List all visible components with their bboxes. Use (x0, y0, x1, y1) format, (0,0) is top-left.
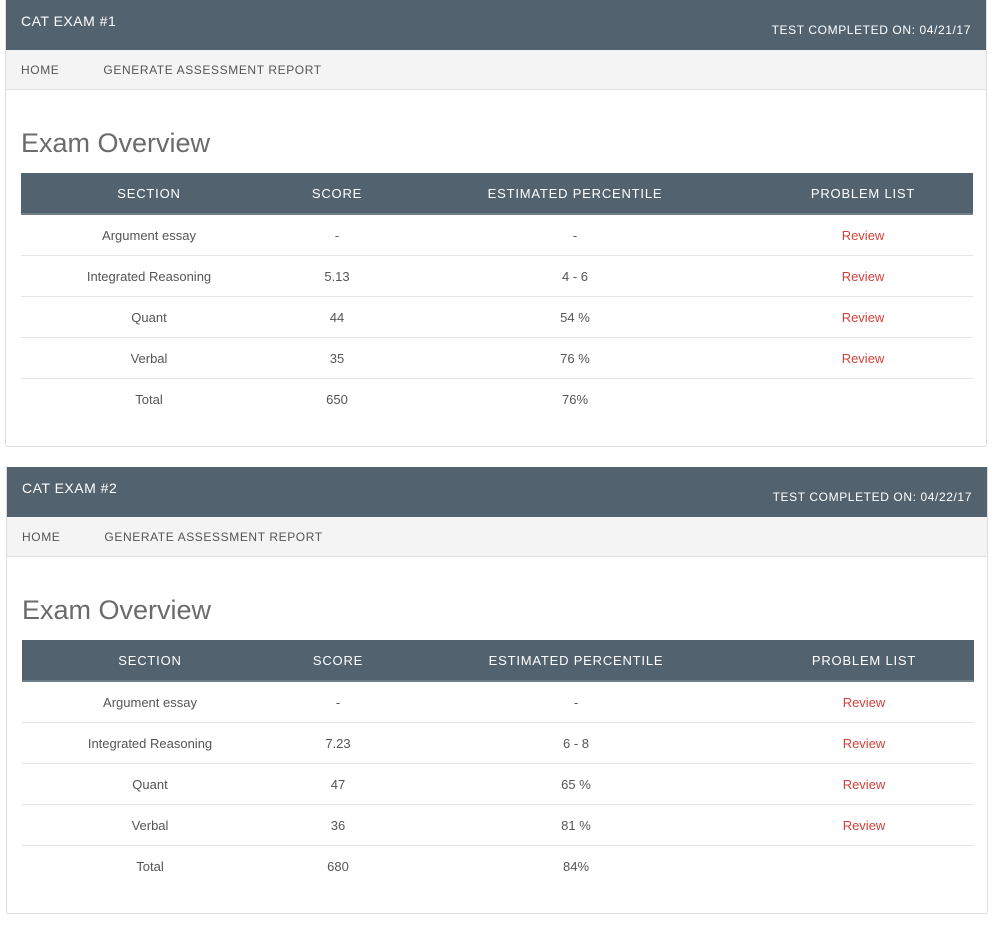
score-cell: 35 (277, 337, 397, 379)
table-row: Verbal 35 76 % Review (21, 337, 973, 379)
table-row: Quant 47 65 % Review (22, 763, 974, 805)
page-title: Exam Overview (22, 595, 212, 625)
page-title: Exam Overview (21, 128, 211, 158)
score-cell: 47 (278, 763, 398, 805)
section-cell: Verbal (21, 337, 277, 379)
table-row: Verbal 36 81 % Review (22, 804, 974, 846)
problem-list-cell: Review (753, 337, 973, 379)
table-row: Quant 44 54 % Review (21, 296, 973, 338)
exam-title: CAT EXAM #2 (22, 480, 118, 496)
percentile-cell: 81 % (398, 804, 754, 846)
score-cell: - (278, 681, 398, 723)
column-header-problem-list: PROBLEM LIST (754, 640, 974, 682)
section-cell: Quant (21, 296, 277, 338)
problem-list-cell (754, 846, 974, 887)
column-header-percentile: ESTIMATED PERCENTILE (398, 640, 754, 682)
section-cell: Integrated Reasoning (22, 722, 278, 764)
table-row: Total 680 84% (22, 846, 974, 887)
percentile-cell: 84% (562, 858, 590, 874)
exam-card: CAT EXAM #1 TEST COMPLETED ON: 04/21/17 … (5, 0, 987, 447)
problem-list-cell: Review (754, 681, 974, 723)
nav-home[interactable]: HOME (22, 529, 61, 544)
score-cell: - (277, 214, 397, 256)
section-cell: Quant (22, 763, 278, 805)
score-cell: 5.13 (277, 255, 397, 297)
table-row: Integrated Reasoning 5.13 4 - 6 Review (21, 255, 973, 297)
column-header-section: SECTION (21, 173, 277, 215)
review-link[interactable]: Review (842, 776, 886, 792)
column-header-percentile: ESTIMATED PERCENTILE (397, 173, 753, 215)
overview-table: SECTION SCORE ESTIMATED PERCENTILE PROBL… (21, 173, 973, 419)
review-link[interactable]: Review (841, 268, 885, 284)
table-row: Integrated Reasoning 7.23 6 - 8 Review (22, 722, 974, 764)
overview-table: SECTION SCORE ESTIMATED PERCENTILE PROBL… (22, 640, 974, 886)
review-link[interactable]: Review (841, 309, 885, 325)
section-cell: Total (135, 391, 163, 407)
percentile-cell: 76 % (397, 337, 753, 379)
section-cell: Argument essay (22, 681, 278, 723)
section-cell: Total (136, 858, 164, 874)
score-cell: 36 (278, 804, 398, 846)
problem-list-cell: Review (753, 214, 973, 256)
percentile-cell: - (398, 681, 754, 723)
exam-title: CAT EXAM #1 (21, 13, 117, 29)
percentile-cell: 6 - 8 (398, 722, 754, 764)
review-link[interactable]: Review (842, 817, 886, 833)
score-cell: 680 (327, 858, 349, 874)
column-header-score: SCORE (278, 640, 398, 682)
nav-home[interactable]: HOME (21, 62, 60, 77)
table-row: Argument essay - - Review (21, 214, 973, 256)
problem-list-cell: Review (754, 722, 974, 764)
section-cell: Argument essay (21, 214, 277, 256)
nav-generate-report[interactable]: GENERATE ASSESSMENT REPORT (104, 529, 323, 544)
percentile-cell: 65 % (398, 763, 754, 805)
review-link[interactable]: Review (841, 350, 885, 366)
review-link[interactable]: Review (842, 694, 886, 710)
table-row: Total 650 76% (21, 379, 973, 420)
section-cell: Verbal (22, 804, 278, 846)
exam-nav: HOME GENERATE ASSESSMENT REPORT (6, 50, 986, 90)
review-link[interactable]: Review (842, 735, 886, 751)
completion-date: TEST COMPLETED ON: 04/22/17 (772, 490, 972, 504)
table-row: Argument essay - - Review (22, 681, 974, 723)
percentile-cell: 76% (561, 391, 589, 407)
review-link[interactable]: Review (841, 227, 885, 243)
section-cell: Integrated Reasoning (21, 255, 277, 297)
percentile-cell: 54 % (397, 296, 753, 338)
percentile-cell: - (397, 214, 753, 256)
column-header-score: SCORE (277, 173, 397, 215)
nav-generate-report[interactable]: GENERATE ASSESSMENT REPORT (103, 62, 322, 77)
completion-date: TEST COMPLETED ON: 04/21/17 (771, 23, 971, 37)
score-cell: 650 (326, 391, 348, 407)
column-header-problem-list: PROBLEM LIST (753, 173, 973, 215)
problem-list-cell: Review (754, 763, 974, 805)
problem-list-cell: Review (753, 296, 973, 338)
exam-card: CAT EXAM #2 TEST COMPLETED ON: 04/22/17 … (6, 467, 988, 914)
exam-header: CAT EXAM #2 TEST COMPLETED ON: 04/22/17 (7, 467, 987, 517)
exam-header: CAT EXAM #1 TEST COMPLETED ON: 04/21/17 (6, 0, 986, 50)
column-header-section: SECTION (22, 640, 278, 682)
score-cell: 7.23 (278, 722, 398, 764)
problem-list-cell: Review (754, 804, 974, 846)
percentile-cell: 4 - 6 (397, 255, 753, 297)
score-cell: 44 (277, 296, 397, 338)
problem-list-cell (753, 379, 973, 420)
exam-nav: HOME GENERATE ASSESSMENT REPORT (7, 517, 987, 557)
problem-list-cell: Review (753, 255, 973, 297)
